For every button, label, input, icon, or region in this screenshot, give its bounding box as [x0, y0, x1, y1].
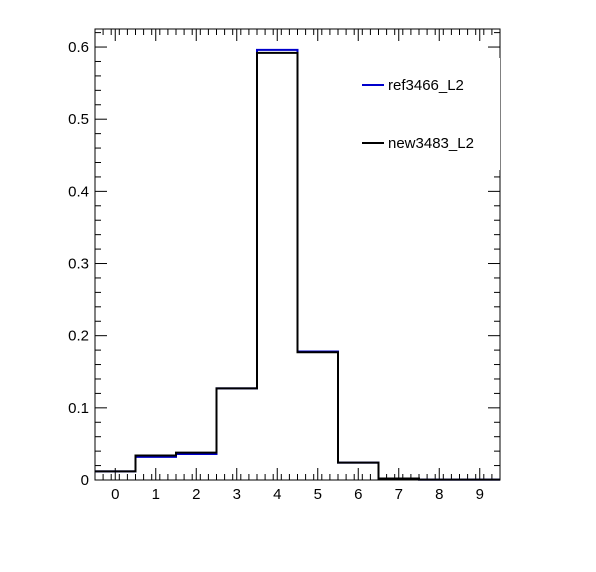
- y-tick-label: 0.5: [68, 111, 89, 128]
- legend-box: [357, 58, 500, 170]
- series-line-new3483-l2: [95, 51, 500, 481]
- legend-label-ref3466: ref3466_L2: [388, 77, 464, 94]
- x-tick-label: 2: [192, 486, 200, 503]
- x-tick-label: 5: [314, 486, 322, 503]
- x-tick-label: 6: [354, 486, 362, 503]
- x-tick-label: 9: [476, 486, 484, 503]
- y-tick-label: 0.4: [68, 183, 89, 200]
- series-layer: [95, 48, 500, 481]
- legend: ref3466_L2 new3483_L2: [357, 58, 500, 170]
- y-tick-label: 0.2: [68, 328, 89, 345]
- x-tick-label: 7: [395, 486, 403, 503]
- y-tick-label: 0.3: [68, 256, 89, 273]
- legend-label-new3483: new3483_L2: [388, 135, 474, 152]
- x-tick-label: 4: [273, 486, 281, 503]
- x-tick-label: 1: [152, 486, 160, 503]
- y-tick-label: 0.6: [68, 39, 89, 56]
- x-tick-label: 0: [111, 486, 119, 503]
- axis-ticks: 0 0.1 0.2 0.3 0.4 0.5 0.6 0 1 2 3 4 5 6 7 8 9: [68, 29, 501, 503]
- y-tick-label: 0.1: [68, 400, 89, 417]
- x-tick-label: 8: [435, 486, 443, 503]
- y-tick-label: 0: [81, 472, 89, 489]
- x-tick-label: 3: [233, 486, 241, 503]
